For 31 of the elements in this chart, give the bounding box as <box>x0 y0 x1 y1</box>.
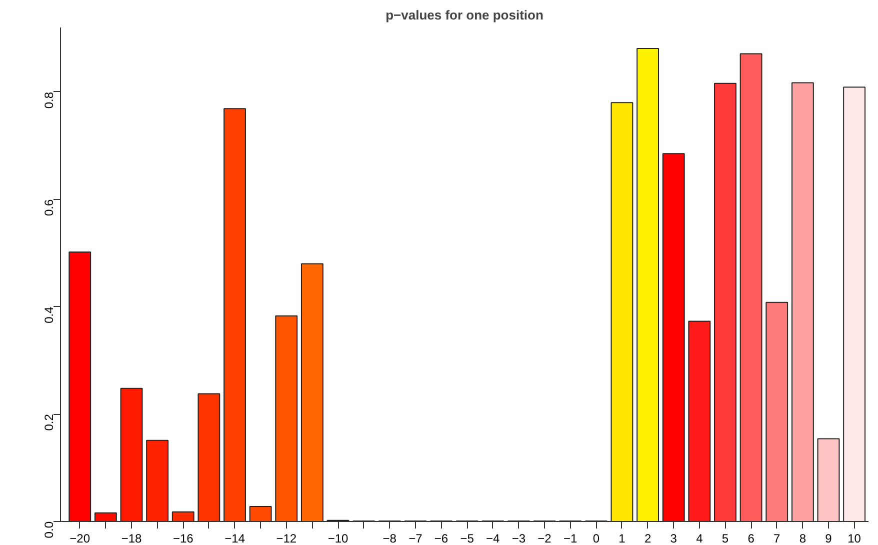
x-tick-label: −1 <box>564 532 578 545</box>
x-tick-label: −2 <box>538 532 552 545</box>
x-tick-label: −7 <box>408 532 423 545</box>
y-tick-label: 0.2 <box>42 414 56 431</box>
x-tick-label: 7 <box>774 532 781 545</box>
y-tick-label: 0.4 <box>42 306 56 324</box>
x-tick-label: −8 <box>382 532 397 545</box>
x-tick-label: −20 <box>70 532 90 545</box>
x-tick-label: −3 <box>512 532 526 545</box>
x-tick-label: 0 <box>592 532 600 545</box>
x-tick-label: −16 <box>172 532 194 545</box>
y-tick-label: 0.8 <box>42 92 56 109</box>
x-tick-label: 8 <box>799 532 806 545</box>
x-tick-label: 9 <box>825 532 832 545</box>
x-tick-label: −14 <box>224 532 246 545</box>
x-tick-label: −18 <box>121 532 142 545</box>
x-tick-label: 10 <box>848 532 862 545</box>
x-tick-label: 4 <box>696 532 704 545</box>
x-tick-label: −12 <box>276 532 297 545</box>
x-tick-label: 5 <box>722 532 729 545</box>
x-tick-label: 6 <box>748 532 755 545</box>
y-tick-label: 0.6 <box>42 199 56 216</box>
x-tick-label: −5 <box>460 532 474 545</box>
x-tick-label: −10 <box>328 532 349 545</box>
x-tick-label: 3 <box>670 532 678 545</box>
x-tick-label: −4 <box>486 532 500 545</box>
x-tick-label: −6 <box>434 532 448 545</box>
x-tick-label: 2 <box>644 532 652 545</box>
y-tick-label: 0.0 <box>42 521 56 538</box>
x-tick-label: 1 <box>618 532 626 545</box>
chart-title: p−values for one position <box>386 8 544 22</box>
